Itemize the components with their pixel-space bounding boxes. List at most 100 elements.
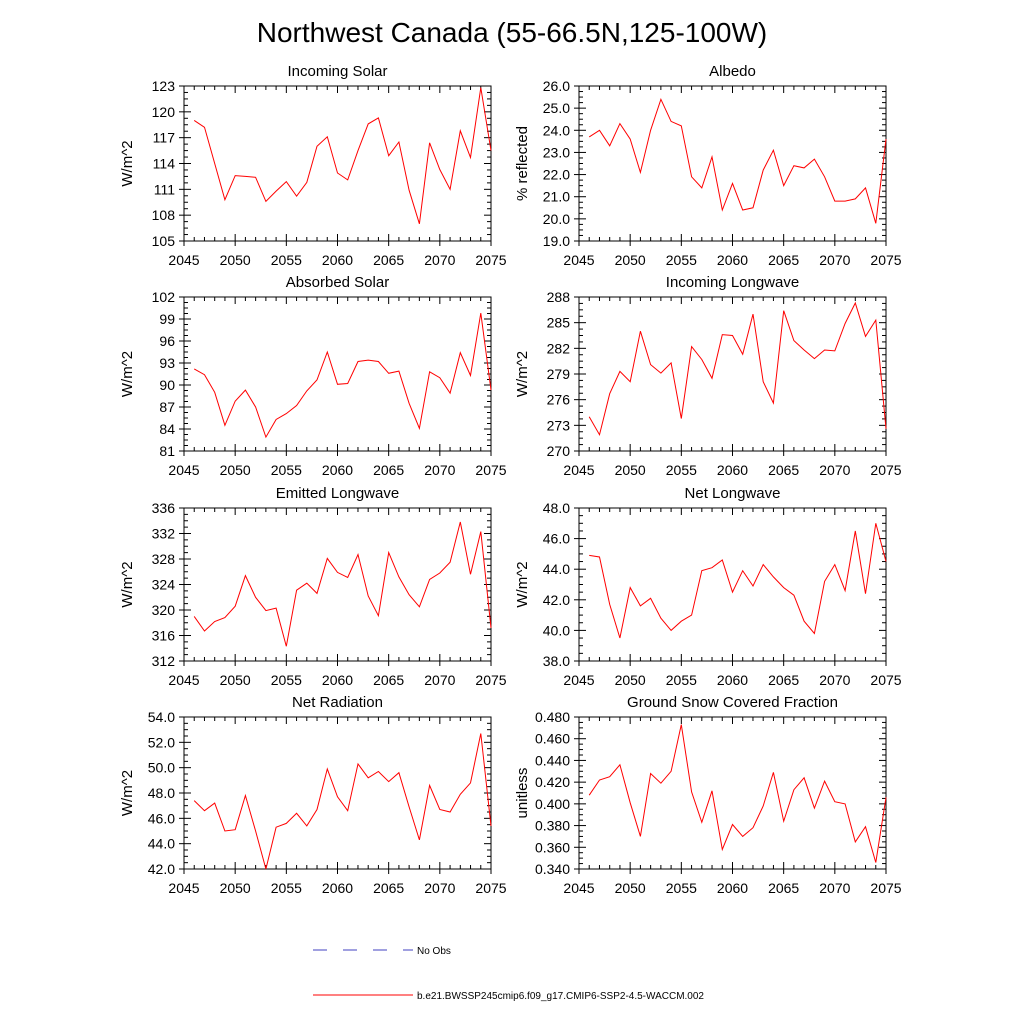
x-tick-label: 2055 bbox=[666, 880, 697, 896]
x-tick-label: 2075 bbox=[475, 252, 506, 268]
x-tick-label: 2055 bbox=[666, 672, 697, 688]
y-tick-label: 0.400 bbox=[535, 796, 570, 812]
series-line bbox=[193, 313, 492, 439]
y-tick-label: 0.440 bbox=[535, 752, 570, 768]
chart-panel: Albedo % reflected 2045 2050 2055 2060 2065 207… bbox=[514, 63, 902, 268]
x-tick-label: 2050 bbox=[615, 462, 646, 478]
x-tick-label: 2045 bbox=[563, 252, 594, 268]
x-tick-label: 2050 bbox=[220, 880, 251, 896]
x-tick-label: 2045 bbox=[168, 672, 199, 688]
x-tick-label: 2065 bbox=[373, 880, 404, 896]
plot-frame bbox=[578, 716, 887, 870]
x-tick-label: 2075 bbox=[475, 672, 506, 688]
y-tick-label: 285 bbox=[547, 315, 571, 331]
legend-obs-label: No Obs bbox=[417, 946, 451, 957]
y-tick-label: 93 bbox=[159, 355, 175, 371]
x-tick-label: 2075 bbox=[870, 672, 901, 688]
y-tick-label: 117 bbox=[153, 130, 176, 146]
y-tick-label: 84 bbox=[159, 421, 175, 437]
x-tick-label: 2050 bbox=[220, 252, 251, 268]
plot-frame bbox=[578, 296, 887, 452]
panel-title: Emitted Longwave bbox=[276, 485, 399, 502]
y-tick-label: 270 bbox=[547, 443, 571, 459]
y-tick-label: 20.0 bbox=[543, 211, 570, 227]
y-tick-label: 105 bbox=[152, 233, 176, 249]
plot-frame bbox=[183, 716, 492, 870]
x-tick-label: 2065 bbox=[373, 462, 404, 478]
y-tick-label: 48.0 bbox=[148, 785, 175, 801]
x-tick-label: 2070 bbox=[819, 672, 850, 688]
x-tick-label: 2070 bbox=[424, 672, 455, 688]
x-tick-label: 2065 bbox=[373, 252, 404, 268]
panel-grid: Incoming Solar W/m^2 2045 2050 2055 2060 2065 2… bbox=[119, 63, 902, 896]
y-tick-label: 273 bbox=[547, 417, 571, 433]
y-tick-label: 0.340 bbox=[535, 861, 570, 877]
y-tick-label: 108 bbox=[152, 207, 176, 223]
y-tick-label: 0.460 bbox=[535, 731, 570, 747]
y-tick-label: 23.0 bbox=[543, 144, 570, 160]
x-tick-label: 2070 bbox=[424, 880, 455, 896]
y-tick-label: 114 bbox=[153, 156, 176, 172]
x-tick-label: 2070 bbox=[819, 252, 850, 268]
y-tick-label: 0.420 bbox=[535, 774, 570, 790]
y-tick-label: 102 bbox=[152, 289, 176, 305]
series-line bbox=[193, 733, 492, 870]
figure-title: Northwest Canada (55-66.5N,125-100W) bbox=[257, 17, 767, 48]
legend: No Obs b.e21.BWSSP245cmip6.f09_g17.CMIP6… bbox=[313, 946, 704, 1002]
x-tick-label: 2060 bbox=[322, 252, 353, 268]
x-tick-label: 2060 bbox=[322, 462, 353, 478]
series-line bbox=[193, 521, 492, 647]
chart-panel: Net Radiation W/m^2 2045 2050 2055 2060 2065 20… bbox=[119, 694, 507, 896]
y-tick-label: 123 bbox=[152, 78, 176, 94]
panel-title: Albedo bbox=[709, 63, 756, 80]
y-tick-label: 0.380 bbox=[535, 818, 570, 834]
x-tick-label: 2070 bbox=[819, 462, 850, 478]
chart-panel: Ground Snow Covered Fraction unitless 2045… bbox=[514, 694, 902, 896]
series-line bbox=[193, 87, 492, 224]
y-axis-label: W/m^2 bbox=[119, 561, 136, 607]
y-tick-label: 46.0 bbox=[543, 531, 570, 547]
series-line bbox=[589, 523, 887, 639]
y-axis-label: W/m^2 bbox=[119, 140, 136, 186]
y-axis-label: W/m^2 bbox=[119, 770, 136, 816]
chart-panel: Net Longwave W/m^2 2045 2050 2055 2060 2065 207… bbox=[514, 485, 902, 688]
x-tick-label: 2075 bbox=[475, 880, 506, 896]
x-tick-label: 2060 bbox=[717, 252, 748, 268]
x-tick-label: 2045 bbox=[168, 462, 199, 478]
x-tick-label: 2055 bbox=[271, 880, 302, 896]
x-tick-label: 2050 bbox=[220, 462, 251, 478]
y-tick-label: 99 bbox=[159, 311, 175, 327]
y-tick-label: 90 bbox=[159, 377, 175, 393]
y-tick-label: 332 bbox=[152, 526, 176, 542]
y-axis-label: W/m^2 bbox=[514, 351, 531, 397]
y-tick-label: 50.0 bbox=[148, 760, 175, 776]
y-tick-label: 81 bbox=[159, 443, 175, 459]
series-line bbox=[588, 97, 887, 224]
x-tick-label: 2045 bbox=[563, 880, 594, 896]
x-tick-label: 2070 bbox=[424, 252, 455, 268]
y-tick-label: 324 bbox=[152, 577, 176, 593]
plot-frame bbox=[183, 507, 492, 662]
x-tick-label: 2050 bbox=[220, 672, 251, 688]
y-tick-label: 24.0 bbox=[543, 122, 570, 138]
y-axis-label: unitless bbox=[514, 768, 531, 819]
x-tick-label: 2060 bbox=[717, 672, 748, 688]
x-tick-label: 2060 bbox=[717, 462, 748, 478]
plot-frame bbox=[578, 507, 887, 662]
x-tick-label: 2050 bbox=[615, 672, 646, 688]
y-tick-label: 320 bbox=[152, 602, 176, 618]
x-tick-label: 2055 bbox=[666, 252, 697, 268]
y-tick-label: 38.0 bbox=[543, 653, 570, 669]
y-tick-label: 282 bbox=[547, 340, 571, 356]
x-tick-label: 2055 bbox=[271, 252, 302, 268]
x-tick-label: 2060 bbox=[717, 880, 748, 896]
y-tick-label: 120 bbox=[152, 104, 176, 120]
y-axis-label: W/m^2 bbox=[119, 351, 136, 397]
x-tick-label: 2075 bbox=[870, 252, 901, 268]
y-tick-label: 0.480 bbox=[535, 709, 570, 725]
x-tick-label: 2045 bbox=[168, 880, 199, 896]
plot-frame bbox=[183, 85, 492, 242]
x-tick-label: 2060 bbox=[322, 880, 353, 896]
y-axis-label: W/m^2 bbox=[514, 561, 531, 607]
x-tick-label: 2065 bbox=[373, 672, 404, 688]
